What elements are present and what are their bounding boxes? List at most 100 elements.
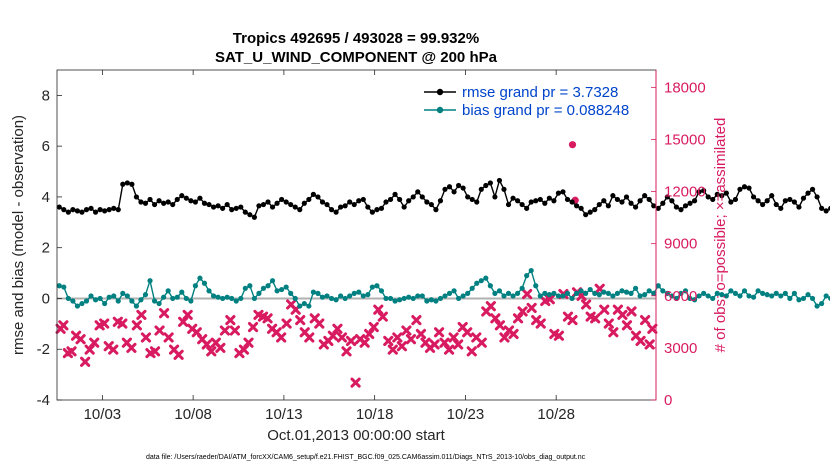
rmse-point xyxy=(610,193,616,199)
bias-point xyxy=(487,283,493,289)
bias-point xyxy=(551,290,557,296)
bias-point xyxy=(179,289,185,295)
y-left-tick-label: 8 xyxy=(42,87,50,104)
bias-point xyxy=(782,290,788,296)
bias-point xyxy=(628,290,634,296)
obs-assimilated-point xyxy=(341,346,352,357)
x-tick-label: 10/08 xyxy=(174,406,212,423)
bias-point xyxy=(492,290,498,296)
obs-assimilated-point xyxy=(368,321,379,333)
bias-point xyxy=(360,293,366,299)
rmse-point xyxy=(510,195,516,201)
rmse-point xyxy=(465,194,471,200)
bias-point xyxy=(319,294,326,300)
bias-point xyxy=(265,283,271,289)
x-tick-label: 10/18 xyxy=(356,406,394,423)
rmse-point xyxy=(578,205,584,211)
bias-point xyxy=(610,293,616,299)
bias-point xyxy=(437,295,444,302)
rmse-point xyxy=(224,201,230,208)
rmse-point xyxy=(469,196,475,203)
obs-assimilated-point xyxy=(508,328,519,340)
bias-point xyxy=(528,267,534,274)
rmse-point xyxy=(61,207,67,213)
bias-point xyxy=(201,280,208,286)
obs-assimilated-point xyxy=(396,341,407,352)
obs-assimilated-point xyxy=(89,337,100,348)
bias-point xyxy=(637,293,643,299)
x-tick-label: 10/13 xyxy=(265,406,303,423)
rmse-point xyxy=(301,200,307,206)
bias-point xyxy=(97,295,103,302)
rmse-point xyxy=(129,181,135,187)
bias-point xyxy=(737,293,743,299)
rmse-point xyxy=(596,201,602,208)
bias-point xyxy=(79,300,85,307)
rmse-point xyxy=(106,207,112,213)
rmse-point xyxy=(392,191,398,197)
bias-point xyxy=(809,295,816,302)
y-left-tick-label: -2 xyxy=(37,341,50,358)
bias-point xyxy=(691,297,698,303)
y-axis-right: 0 3000 6000 9000 12000 15000 18000 xyxy=(651,70,706,409)
obs-assimilated-point xyxy=(108,344,119,355)
obs-assimilated-point xyxy=(466,346,477,357)
rmse-point xyxy=(269,204,276,210)
legend: rmse grand pr = 3.7328 bias grand pr = 0… xyxy=(420,80,646,122)
obs-assimilated-point xyxy=(640,315,651,326)
bias-point xyxy=(800,295,807,302)
bias-point xyxy=(764,292,770,298)
rmse-point xyxy=(646,196,652,203)
rmse-point xyxy=(102,208,108,214)
obs-assimilated-point xyxy=(295,315,306,326)
rmse-point xyxy=(315,194,321,200)
bias-point xyxy=(533,283,539,289)
obs-assimilated-point xyxy=(433,327,445,338)
rmse-point xyxy=(188,198,194,204)
rmse-point xyxy=(524,205,530,211)
y-left-tick-label: 0 xyxy=(42,290,50,307)
data-file-footnote: data file: /Users/raeder/DAI/ATM_forcXX/… xyxy=(146,454,586,461)
bias-point xyxy=(524,273,530,279)
bias-point xyxy=(124,293,130,299)
rmse-point xyxy=(338,204,344,210)
rmse-point xyxy=(669,198,675,204)
rmse-point xyxy=(664,194,670,200)
bias-point xyxy=(147,278,153,284)
bias-point xyxy=(301,300,307,307)
y-right-tick-label: 18000 xyxy=(664,79,706,96)
rmse-point xyxy=(651,203,657,209)
rmse-point xyxy=(111,205,117,211)
y-axis-left-label: rmse and bias (model - observation) xyxy=(10,115,27,355)
bias-point xyxy=(660,288,666,294)
rmse-point xyxy=(215,203,221,209)
rmse-point xyxy=(474,199,480,205)
bias-point xyxy=(578,288,584,294)
rmse-point xyxy=(220,205,226,211)
bias-point xyxy=(778,293,784,299)
bias-point xyxy=(696,293,702,299)
bias-point xyxy=(215,294,221,300)
obs-assimilated-point xyxy=(173,349,184,360)
rmse-point xyxy=(306,196,312,203)
rmse-point xyxy=(433,207,439,213)
bias-point xyxy=(619,288,625,294)
obs-assimilated-point xyxy=(276,332,287,343)
bias-point xyxy=(392,298,398,304)
rmse-point xyxy=(242,209,248,215)
rmse-point xyxy=(260,201,267,208)
obs-assimilated-point xyxy=(526,302,537,314)
bias-point xyxy=(560,293,566,299)
rmse-point xyxy=(746,185,752,191)
rmse-point xyxy=(728,199,734,205)
rmse-point xyxy=(369,209,375,215)
obs-assimilated-point xyxy=(490,313,501,324)
rmse-point xyxy=(328,207,335,213)
bias-point xyxy=(142,292,149,298)
rmse-point xyxy=(92,209,99,215)
obs-assimilated-point xyxy=(84,344,95,355)
bias-point xyxy=(746,293,752,299)
rmse-point xyxy=(310,191,316,197)
bias-point xyxy=(315,290,321,296)
rmse-point xyxy=(619,199,625,205)
